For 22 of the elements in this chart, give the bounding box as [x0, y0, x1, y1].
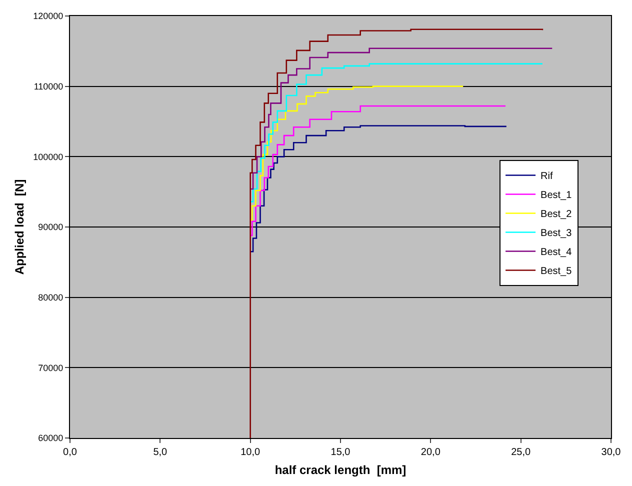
- x-tick-label: 15,0: [330, 447, 351, 458]
- y-tick-label: 60000: [38, 433, 64, 444]
- y-tick-label: 120000: [33, 11, 64, 22]
- y-tick-label: 100000: [33, 152, 64, 162]
- y-tick-label: 70000: [38, 362, 64, 373]
- y-tick-label: 80000: [38, 292, 64, 302]
- legend-label: Best_3: [540, 228, 572, 240]
- legend-label: Best_2: [540, 209, 572, 220]
- legend-label: Best_5: [540, 266, 572, 278]
- x-tick-label: 5,0: [153, 447, 168, 458]
- y-axis-title: Applied load [N]: [12, 179, 26, 275]
- x-tick-label: 10,0: [240, 447, 260, 458]
- legend-label: Best_1: [540, 190, 572, 202]
- x-tick-label: 30,0: [601, 447, 622, 458]
- legend-label: Best_4: [540, 247, 572, 258]
- x-tick-label: 20,0: [420, 447, 441, 458]
- x-tick-label: 0,0: [63, 447, 78, 458]
- legend-label: Rif: [540, 171, 553, 182]
- x-axis-title: half crack length [mm]: [274, 462, 406, 477]
- x-tick-label: 25,0: [511, 447, 531, 458]
- y-tick-label: 110000: [34, 81, 64, 92]
- y-tick-label: 90000: [38, 222, 64, 232]
